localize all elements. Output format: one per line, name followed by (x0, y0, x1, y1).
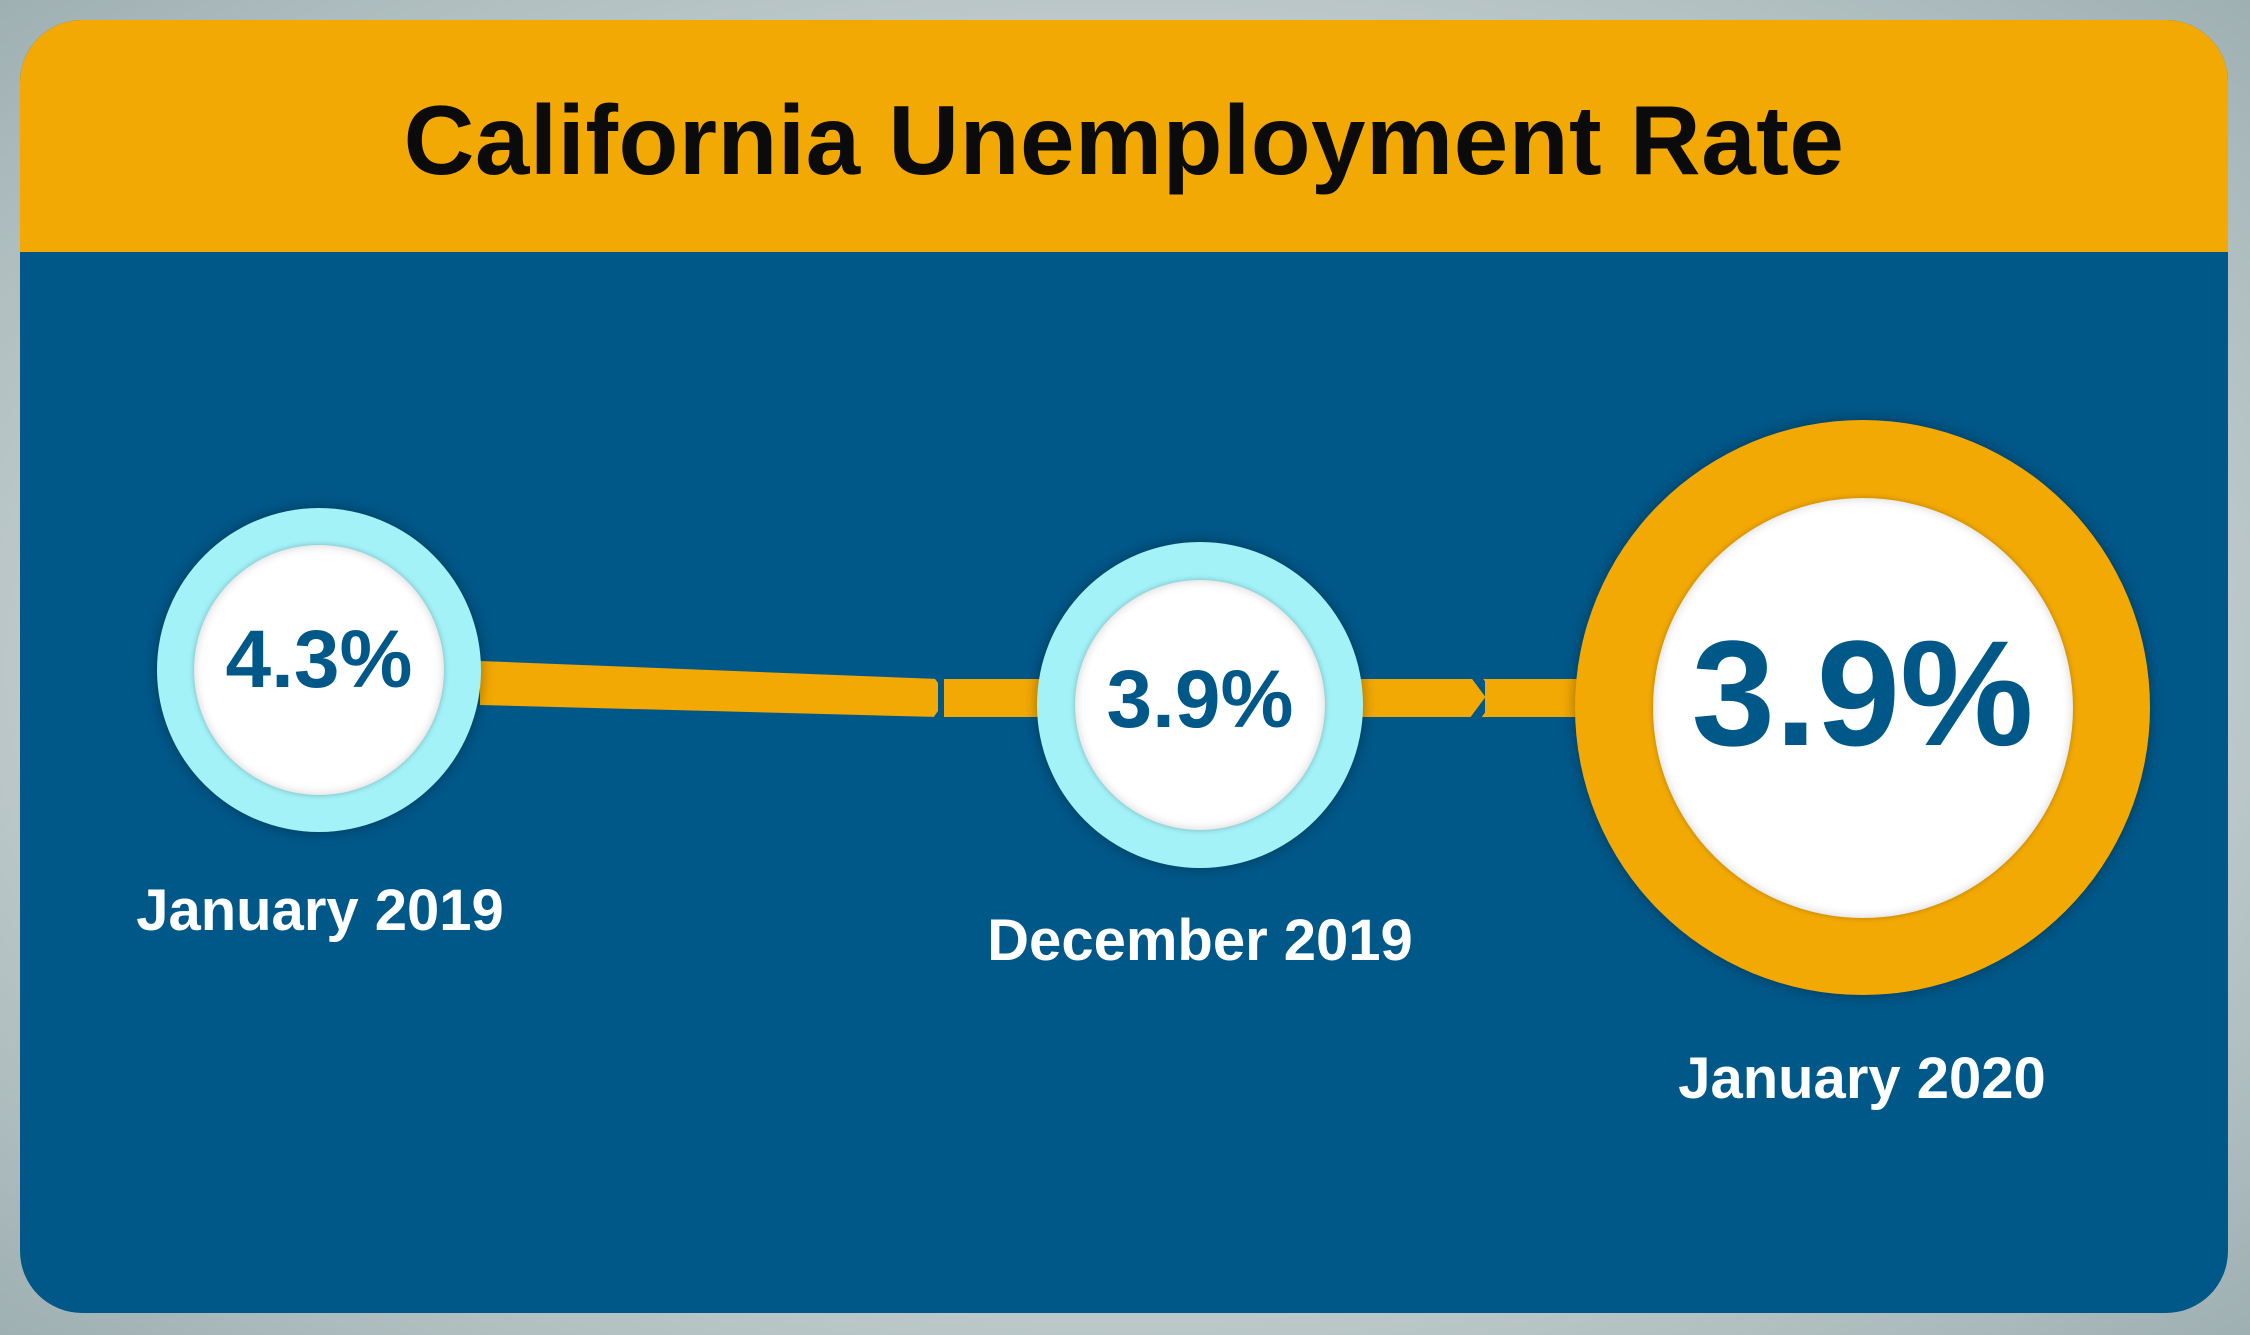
milestone-circle-december-2019: 3.9% (1037, 542, 1363, 868)
milestone-inner-circle: 3.9% (1652, 497, 2073, 918)
connector-segment-1 (480, 661, 938, 717)
date-label: December 2019 (987, 908, 1413, 973)
header-band: California Unemployment Rate (20, 20, 2228, 252)
rate-value: 4.3% (225, 614, 413, 705)
milestone-inner-circle: 3.9% (1075, 580, 1325, 830)
page-title: California Unemployment Rate (403, 84, 1845, 195)
infographic-card: California Unemployment Rate 4.3% Januar… (20, 20, 2228, 1313)
rate-value: 3.9% (1106, 654, 1294, 745)
date-label: January 2020 (1678, 1046, 2046, 1111)
milestone-circle-january-2020: 3.9% (1575, 420, 2150, 995)
date-label: January 2019 (136, 878, 504, 943)
milestone-circle-january-2019: 4.3% (157, 508, 481, 832)
milestone-inner-circle: 4.3% (194, 545, 444, 795)
connector-segment-3 (1360, 679, 1485, 717)
rate-value: 3.9% (1691, 608, 2034, 777)
